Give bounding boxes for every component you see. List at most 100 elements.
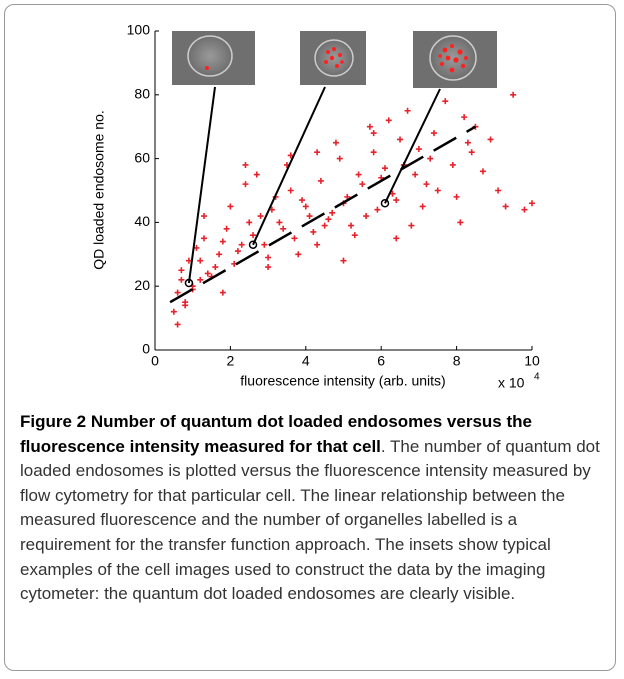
point [197, 257, 204, 264]
point [201, 213, 208, 220]
point [404, 107, 411, 114]
y-tick-label: 60 [134, 149, 150, 165]
endosomes [324, 47, 344, 68]
point [314, 149, 321, 156]
x-tick-label: 2 [227, 353, 235, 369]
caption-text: . The number of quantum dot loaded endos… [20, 436, 600, 604]
point [170, 308, 177, 315]
point [234, 248, 241, 255]
cell [187, 35, 233, 77]
point [257, 213, 264, 220]
point [265, 254, 272, 261]
point [442, 98, 449, 105]
point [253, 171, 260, 178]
x-tick-label: 4 [302, 353, 310, 369]
point [412, 171, 419, 178]
x-multiplier-exponent: 4 [534, 372, 540, 383]
caption-title: Figure 2 Number of quantum dot loaded en… [20, 412, 532, 456]
point [299, 197, 306, 204]
highlight-point [184, 278, 194, 288]
point [174, 289, 181, 296]
point [351, 232, 358, 239]
point [464, 139, 471, 146]
point [487, 136, 494, 143]
figure-frame [4, 4, 616, 671]
point [359, 181, 366, 188]
point [238, 241, 245, 248]
point [250, 232, 257, 239]
point [502, 203, 509, 210]
point [178, 267, 185, 274]
point [310, 228, 317, 235]
point [223, 225, 230, 232]
point [453, 193, 460, 200]
chart: QD loaded endosome no. fluorescence inte… [91, 22, 540, 391]
point [174, 321, 181, 328]
point [329, 209, 336, 216]
x-axis-label: fluorescence intensity (arb. units) [240, 373, 445, 389]
point [521, 206, 528, 213]
endosomes [438, 44, 468, 73]
point [419, 203, 426, 210]
point [291, 235, 298, 242]
point [385, 117, 392, 124]
point [479, 168, 486, 175]
x-tick-label: 8 [453, 353, 461, 369]
point [461, 114, 468, 121]
point [449, 161, 456, 168]
point [370, 130, 377, 137]
point [314, 241, 321, 248]
point [306, 213, 313, 220]
point [216, 251, 223, 258]
point [332, 139, 339, 146]
point [374, 206, 381, 213]
highlight-point [380, 199, 390, 208]
point [227, 203, 234, 210]
point [393, 235, 400, 242]
point [212, 264, 219, 271]
cell [429, 35, 477, 81]
point [246, 219, 253, 226]
point [457, 219, 464, 226]
y-tick-label: 20 [134, 277, 150, 293]
point [366, 123, 373, 130]
highlight-point [248, 240, 258, 249]
point [529, 200, 535, 207]
point [355, 171, 362, 178]
y-tick-label: 80 [134, 86, 150, 102]
y-tick-label: 100 [127, 22, 151, 38]
x-multiplier: x 10 [498, 375, 525, 391]
point [370, 149, 377, 156]
point [430, 130, 437, 137]
point [393, 197, 400, 204]
point [219, 289, 226, 296]
fit-line [169, 125, 477, 304]
point [261, 241, 268, 248]
point [363, 213, 370, 220]
point [348, 222, 355, 229]
point [344, 193, 351, 200]
point [178, 276, 185, 283]
figure-caption: Figure 2 Number of quantum dot loaded en… [20, 410, 610, 607]
point [302, 203, 309, 210]
point [510, 91, 517, 98]
x-tick-label: 6 [377, 353, 385, 369]
point [317, 177, 324, 184]
y-tick-label: 40 [134, 213, 150, 229]
point [340, 257, 347, 264]
y-axis-label: QD loaded endosome no. [91, 110, 107, 270]
cell-insets [172, 31, 497, 88]
point [336, 155, 343, 162]
point [397, 136, 404, 143]
point [423, 181, 430, 188]
connector [384, 88, 441, 204]
point [242, 161, 249, 168]
point [434, 187, 441, 194]
point [321, 222, 328, 229]
point [242, 181, 249, 188]
point [201, 235, 208, 242]
connector [252, 86, 326, 246]
point [219, 238, 226, 245]
point [408, 222, 415, 229]
point [468, 149, 475, 156]
